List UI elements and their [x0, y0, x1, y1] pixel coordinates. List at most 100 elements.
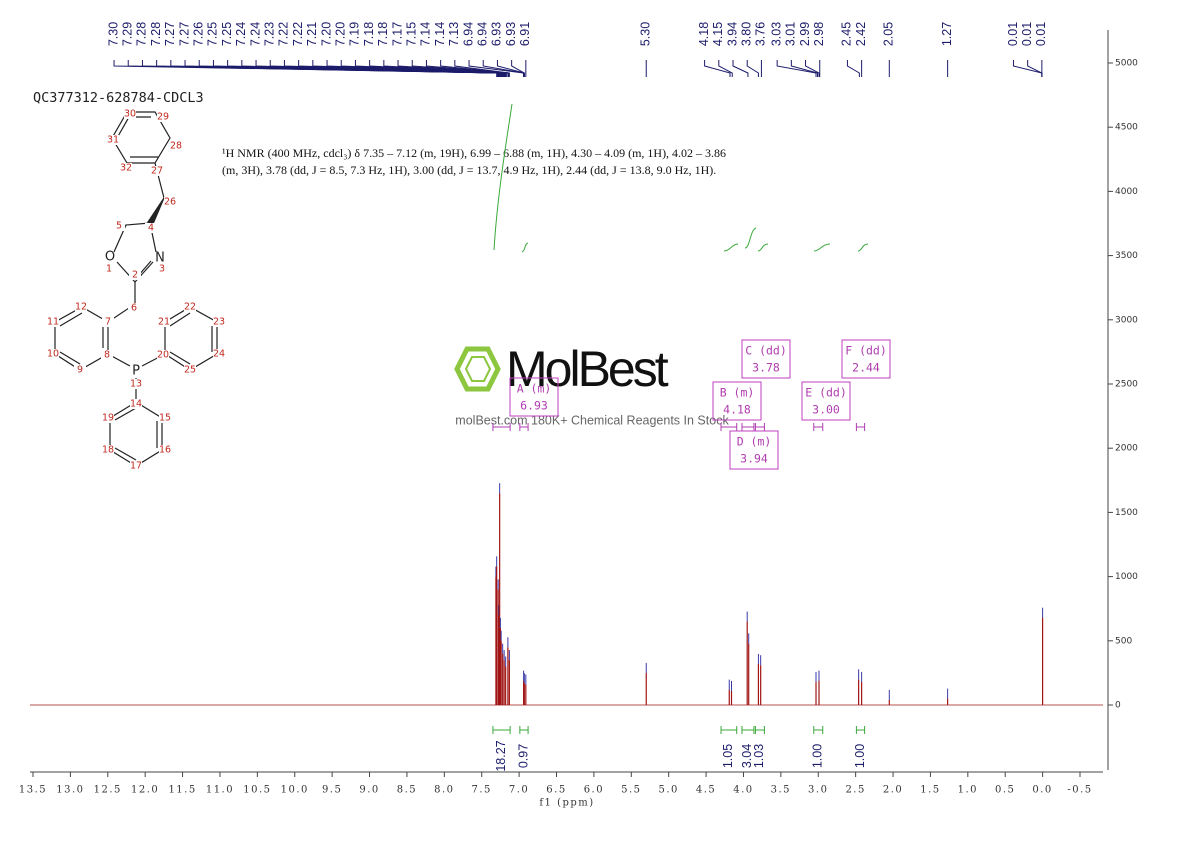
y-tick-label: 1000 [1115, 572, 1138, 582]
structure [54, 111, 218, 467]
atom-number: 2 [132, 270, 138, 281]
integral-bracket [492, 726, 511, 734]
atom-bg [47, 317, 59, 327]
atom-bg [158, 317, 170, 327]
atom-bg [101, 350, 113, 360]
atom-number: 30 [124, 109, 136, 120]
peak-label: 2.99 [798, 22, 812, 46]
atom-bg [157, 112, 169, 122]
x-tick-label: 3.0 [808, 785, 828, 796]
atom-number: 26 [164, 197, 176, 208]
atom-number: 27 [151, 166, 163, 177]
integral-label: 0.97 [516, 744, 530, 768]
atom-number: 8 [104, 350, 110, 361]
x-tick-label: 11.5 [168, 785, 196, 796]
y-tick-label: 4500 [1115, 123, 1138, 133]
integral-label: 1.00 [811, 744, 825, 768]
atom-bg [145, 223, 157, 233]
x-tick-label: 4.0 [733, 785, 753, 796]
atom-bg [184, 365, 196, 375]
atom-number: 22 [184, 302, 196, 313]
watermark: MolBest molBest.com 180K+ Chemical Reage… [454, 341, 729, 427]
atom-number: 19 [102, 413, 114, 424]
peak-label: 7.19 [348, 22, 362, 46]
peak-label: 0.01 [1034, 22, 1048, 46]
integral-bracket [754, 726, 765, 734]
y-tick-label: 2000 [1115, 444, 1138, 454]
atom-bg [47, 349, 59, 359]
x-tick-label: 6.0 [584, 785, 604, 796]
peak-label: 2.45 [840, 22, 854, 46]
atom-number: 28 [170, 141, 182, 152]
x-tick-label: 2.5 [845, 785, 865, 796]
peak-label: 7.25 [206, 22, 220, 46]
integral-label: 1.00 [853, 744, 867, 768]
peak-leader [1027, 60, 1043, 77]
multiplet-range [855, 423, 866, 431]
atom-number: 18 [102, 445, 114, 456]
peak-label: 6.93 [504, 22, 518, 46]
peak-label: 7.24 [234, 22, 248, 46]
atom-bg [130, 379, 142, 389]
description-line: (m, 3H), 3.78 (dd, J = 8.5, 7.3 Hz, 1H),… [222, 163, 716, 177]
integral-label: 18.27 [494, 740, 508, 771]
atom-number: 14 [130, 399, 142, 410]
atom-bg [156, 264, 168, 274]
atom-bg [120, 163, 132, 173]
multiplet-box [841, 339, 891, 379]
peak-leader [440, 60, 510, 77]
peak-label: 7.20 [319, 22, 333, 46]
multiplet-name: F (dd) [845, 344, 887, 358]
atom-number: 3 [159, 264, 165, 275]
tagline: molBest.com 180K+ Chemical Reagents In S… [455, 413, 729, 427]
peak-label: 4.18 [697, 22, 711, 46]
peak-leader [805, 60, 820, 77]
atom-bg [151, 166, 163, 176]
peak-leader [704, 60, 731, 77]
x-tick-label: 10.0 [281, 785, 309, 796]
peak-label: 4.15 [711, 22, 725, 46]
logo-hexagon [454, 346, 501, 392]
atom-number: 10 [47, 349, 59, 360]
peak-label: 6.93 [490, 22, 504, 46]
multiplet-name: E (dd) [805, 386, 847, 400]
peak-label: 2.98 [812, 22, 826, 46]
atom-bg [184, 302, 196, 312]
peak-label: 7.14 [433, 22, 447, 46]
multiplet-shift: 6.93 [520, 399, 548, 413]
multiplet-shift: 3.94 [740, 452, 768, 466]
integral-label: 3.04 [740, 744, 754, 768]
atom-bg [130, 461, 142, 471]
atom-number: 11 [47, 317, 59, 328]
integral-bracket [855, 726, 866, 734]
peak-label: 7.27 [177, 22, 191, 46]
x-tick-label: 10.5 [243, 785, 271, 796]
atom-number: 21 [158, 317, 170, 328]
y-tick-label: 0 [1115, 701, 1121, 711]
atom-number: 25 [184, 365, 196, 376]
x-tick-label: 8.0 [434, 785, 454, 796]
atom-number: 7 [105, 317, 111, 328]
peak-label: 7.23 [263, 22, 277, 46]
peak-label: 3.76 [754, 22, 768, 46]
atom-bg [213, 349, 225, 359]
multiplet-box [509, 377, 559, 417]
peak-label: 7.14 [419, 22, 433, 46]
element-label: O [105, 250, 115, 265]
atom-number: 15 [159, 413, 171, 424]
peak-leader [511, 60, 525, 77]
peak-label: 7.25 [220, 22, 234, 46]
x-tick-label: 6.5 [546, 785, 566, 796]
peak-label: 7.15 [405, 22, 419, 46]
peak-leader [411, 60, 509, 77]
atom-number: 32 [120, 163, 132, 174]
element-label: P [132, 364, 140, 379]
multiplet-range [492, 423, 511, 431]
peak-label: 3.03 [769, 22, 783, 46]
peak-label: 3.80 [740, 22, 754, 46]
y-tick-label: 3000 [1115, 315, 1138, 325]
peak-label: 6.91 [518, 22, 532, 46]
peak-leader [790, 60, 819, 77]
integral-bracket [519, 726, 529, 734]
atom-bg [102, 413, 114, 423]
